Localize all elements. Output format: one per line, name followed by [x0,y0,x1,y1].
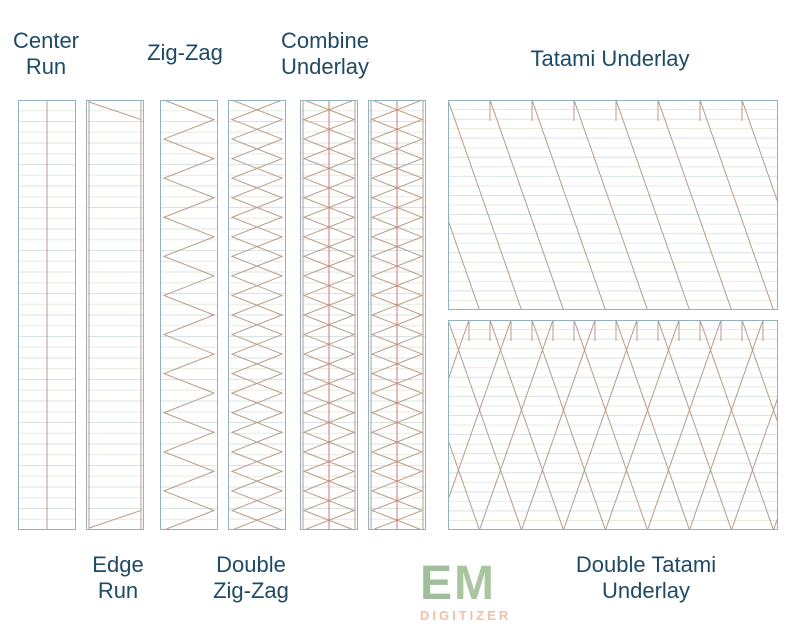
panel-tatami [448,100,778,310]
panel-double-tatami [448,320,778,530]
panel-zigzag [160,100,218,530]
label-tatami: Tatami Underlay [480,46,740,72]
label-edge-run: Edge Run [78,552,158,605]
label-double-zigzag: Double Zig-Zag [196,552,306,605]
panel-combine-b [368,100,426,530]
watermark-logo: EM [420,556,496,611]
panel-double-zigzag [228,100,286,530]
watermark-logo-sub: DIGITIZER [420,608,511,623]
panel-edge-run [86,100,144,530]
label-center-run: Center Run [6,28,86,81]
label-double-tatami: Double Tatami Underlay [536,552,756,605]
panel-combine-a [300,100,358,530]
label-zig-zag: Zig-Zag [140,40,230,66]
label-combine: Combine Underlay [270,28,380,81]
panel-center-run [18,100,76,530]
